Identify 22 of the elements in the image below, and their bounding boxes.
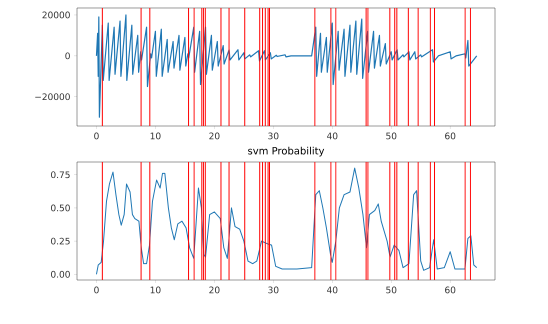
y-tick-label: 0.75: [51, 171, 70, 178]
x-tick-label: 30: [268, 286, 278, 294]
chart-title: svm Probability: [248, 146, 324, 156]
y-tick-label: 0.00: [51, 270, 70, 278]
y-tick-label: 0.25: [51, 238, 70, 245]
x-tick-label: 0: [94, 286, 99, 294]
x-tick-label: 60: [445, 132, 456, 140]
x-tick-label: 10: [150, 286, 161, 294]
y-tick-label: 0.50: [51, 204, 70, 212]
x-tick-label: 40: [326, 286, 338, 294]
y-tick-label: 0: [65, 52, 70, 60]
y-tick-label: −20000: [35, 93, 70, 100]
x-tick-label: 0: [94, 132, 99, 140]
x-tick-label: 20: [209, 286, 220, 294]
x-tick-label: 20: [209, 132, 220, 140]
x-tick-label: 30: [268, 132, 278, 140]
x-tick-label: 50: [386, 286, 396, 294]
x-tick-label: 10: [150, 132, 161, 140]
x-tick-label: 60: [445, 286, 456, 294]
x-tick-label: 50: [386, 132, 396, 140]
x-tick-label: 40: [326, 132, 338, 140]
y-tick-label: 20000: [42, 12, 70, 18]
